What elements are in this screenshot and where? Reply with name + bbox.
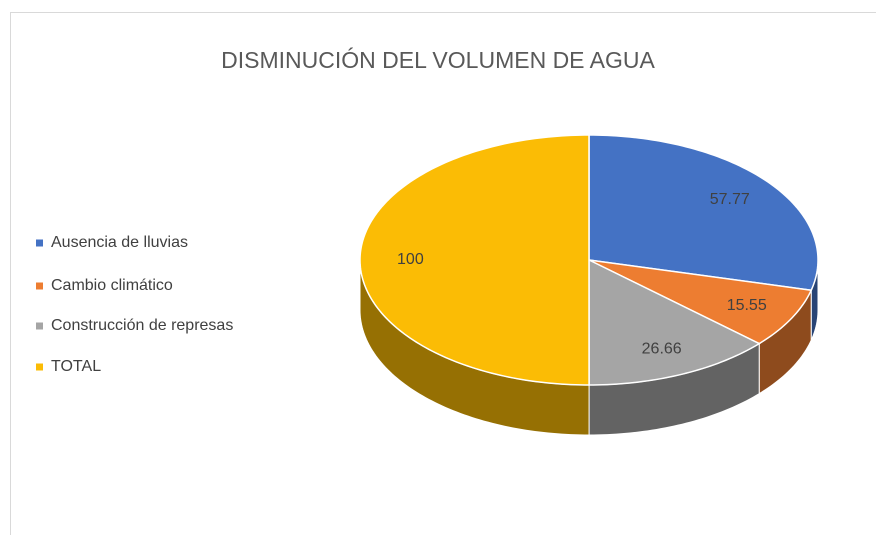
legend-label: Ausencia de lluvias bbox=[51, 234, 188, 251]
legend-label: Cambio climático bbox=[51, 277, 173, 294]
data-label: 57.77 bbox=[710, 191, 750, 208]
pie-slice bbox=[588, 258, 761, 386]
data-label: 100 bbox=[397, 251, 424, 268]
data-label: 26.66 bbox=[642, 340, 682, 357]
legend-swatch bbox=[36, 282, 43, 290]
legend-swatch bbox=[36, 322, 43, 330]
legend-label: Construcción de represas bbox=[51, 317, 233, 334]
legend-label: TOTAL bbox=[51, 358, 101, 375]
pie-slice bbox=[359, 134, 590, 386]
chart-title: DISMINUCIÓN DEL VOLUMEN DE AGUA bbox=[221, 47, 655, 73]
legend-swatch bbox=[36, 239, 43, 247]
pie-slice bbox=[588, 134, 819, 292]
legend-swatch bbox=[36, 363, 43, 371]
pie-slice bbox=[588, 259, 813, 345]
data-label: 15.55 bbox=[727, 297, 767, 314]
